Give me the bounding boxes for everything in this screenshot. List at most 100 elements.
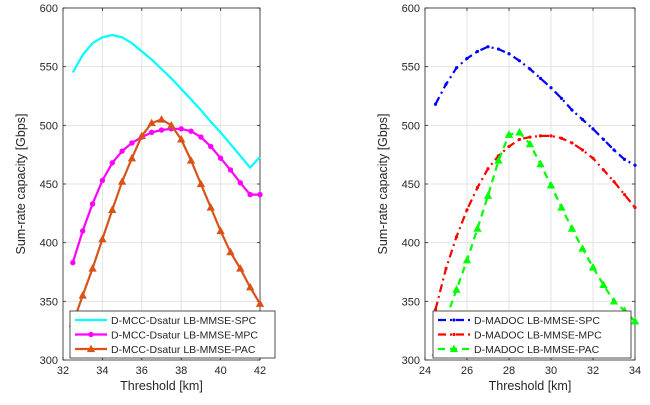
legend-label: D-MCC-Dsatur LB-MMSE-SPC bbox=[111, 315, 257, 327]
data-point bbox=[476, 50, 479, 53]
data-point bbox=[591, 157, 594, 160]
data-point bbox=[120, 149, 124, 153]
data-point bbox=[434, 103, 437, 106]
data-point bbox=[90, 202, 94, 206]
data-point bbox=[81, 229, 85, 233]
y-tick-label: 400 bbox=[402, 238, 420, 250]
y-tick-label: 500 bbox=[40, 120, 58, 132]
data-point bbox=[581, 148, 584, 151]
x-tick-label: 32 bbox=[57, 365, 69, 377]
data-point bbox=[570, 141, 573, 144]
x-tick-label: 24 bbox=[419, 365, 431, 377]
data-point bbox=[179, 127, 183, 131]
legend-label: D-MCC-Dsatur LB-MMSE-PAC bbox=[111, 344, 256, 356]
data-point bbox=[507, 145, 510, 148]
y-tick-label: 450 bbox=[40, 179, 58, 191]
y-tick-label: 300 bbox=[402, 355, 420, 367]
data-point bbox=[188, 157, 195, 163]
data-point bbox=[579, 245, 586, 251]
data-point bbox=[528, 135, 531, 138]
data-point bbox=[89, 332, 93, 336]
y-tick-label: 450 bbox=[402, 179, 420, 191]
data-point bbox=[158, 116, 165, 122]
y-tick-label: 600 bbox=[40, 3, 58, 15]
data-point bbox=[486, 45, 489, 48]
data-point bbox=[548, 182, 555, 188]
data-point bbox=[189, 129, 193, 133]
x-tick-label: 34 bbox=[96, 365, 108, 377]
y-tick-label: 350 bbox=[40, 296, 58, 308]
data-point bbox=[119, 178, 126, 184]
data-point bbox=[149, 130, 153, 134]
data-point bbox=[623, 193, 626, 196]
legend: D-MCC-Dsatur LB-MMSE-SPC D-MCC-Dsatur LB-… bbox=[70, 311, 275, 358]
x-tick-label: 32 bbox=[587, 365, 599, 377]
data-point bbox=[518, 138, 521, 141]
data-point bbox=[560, 97, 563, 100]
data-point bbox=[486, 167, 489, 170]
data-point bbox=[612, 180, 615, 183]
x-tick-label: 28 bbox=[503, 365, 515, 377]
series-line bbox=[73, 35, 260, 168]
x-axis-label: Threshold [km] bbox=[489, 379, 572, 393]
y-tick-label: 500 bbox=[402, 120, 420, 132]
data-point bbox=[549, 134, 552, 137]
data-point bbox=[633, 206, 636, 209]
data-point bbox=[602, 168, 605, 171]
data-point bbox=[453, 286, 460, 292]
data-point bbox=[217, 228, 224, 234]
data-point bbox=[528, 67, 531, 70]
data-point bbox=[612, 148, 615, 151]
data-point bbox=[130, 141, 134, 145]
data-point bbox=[549, 86, 552, 89]
y-tick-label: 550 bbox=[40, 62, 58, 74]
y-tick-label: 350 bbox=[402, 296, 420, 308]
data-point bbox=[452, 333, 455, 336]
data-point bbox=[209, 144, 213, 148]
data-point bbox=[590, 264, 597, 270]
data-point bbox=[207, 204, 214, 210]
data-point bbox=[539, 134, 542, 137]
data-point bbox=[633, 164, 636, 167]
data-point bbox=[71, 260, 75, 264]
data-point bbox=[452, 318, 455, 321]
data-point bbox=[518, 59, 521, 62]
data-point bbox=[497, 47, 500, 50]
y-tick-label: 300 bbox=[40, 355, 58, 367]
data-point bbox=[455, 235, 458, 238]
data-point bbox=[258, 192, 262, 196]
x-axis-label: Threshold [km] bbox=[120, 379, 203, 393]
x-tick-label: 40 bbox=[214, 365, 226, 377]
legend-label: D-MADOC LB-MMSE-PAC bbox=[474, 344, 600, 356]
legend: D-MADOC LB-MMSE-SPC D-MADOC LB-MMSE-MPC D-… bbox=[433, 311, 631, 358]
data-point bbox=[199, 135, 203, 139]
x-tick-label: 42 bbox=[254, 365, 266, 377]
data-point bbox=[570, 108, 573, 111]
x-tick-label: 26 bbox=[461, 365, 473, 377]
legend-label: D-MCC-Dsatur LB-MMSE-MPC bbox=[111, 330, 258, 342]
data-point bbox=[465, 208, 468, 211]
data-point bbox=[560, 137, 563, 140]
data-point bbox=[464, 257, 471, 263]
data-point bbox=[539, 77, 542, 80]
data-point bbox=[248, 192, 252, 196]
data-point bbox=[79, 292, 86, 298]
legend-label: D-MADOC LB-MMSE-MPC bbox=[474, 330, 602, 342]
y-axis-label: Sum-rate capacity [Gbps] bbox=[14, 113, 28, 254]
x-tick-label: 30 bbox=[545, 365, 557, 377]
y-tick-label: 550 bbox=[402, 62, 420, 74]
x-tick-label: 34 bbox=[629, 365, 641, 377]
data-point bbox=[455, 66, 458, 69]
x-tick-label: 36 bbox=[136, 365, 148, 377]
data-point bbox=[109, 207, 116, 213]
right-chart: 24 26 28 30 32 34 300 350 400 450 500 550 600 Thresho… bbox=[376, 3, 641, 393]
data-point bbox=[474, 225, 481, 231]
y-tick-label: 400 bbox=[40, 238, 58, 250]
legend-label: D-MADOC LB-MMSE-SPC bbox=[474, 315, 600, 327]
data-point bbox=[444, 267, 447, 270]
data-point bbox=[218, 156, 222, 160]
y-tick-label: 600 bbox=[402, 3, 420, 15]
data-point bbox=[129, 155, 136, 161]
data-point bbox=[99, 236, 106, 242]
